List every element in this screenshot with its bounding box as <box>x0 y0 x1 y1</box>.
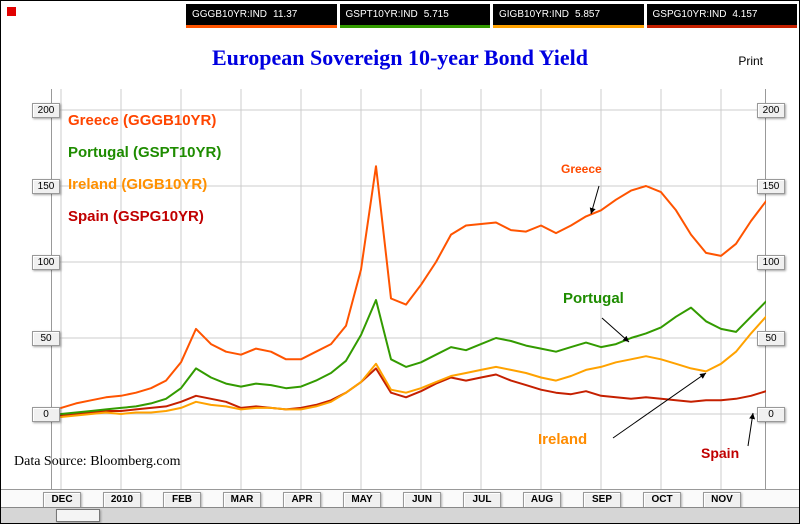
legend-item-ireland[interactable]: GIGB10YR:IND 5.857 <box>493 4 644 28</box>
plot-legend: Greece (GGGB10YR) Portugal (GSPT10YR) Irel… <box>68 111 221 239</box>
annotation-label-greece: Greece <box>561 162 602 176</box>
x-axis-label-oct: OCT <box>643 492 681 508</box>
annotation-label-spain: Spain <box>701 445 740 461</box>
legend-item-greece[interactable]: GGGB10YR:IND 11.37 <box>186 4 337 28</box>
x-axis-label-nov: NOV <box>703 492 741 508</box>
y-axis-label-right-200: 200 <box>757 103 785 118</box>
legend-item-portugal[interactable]: GSPT10YR:IND 5.715 <box>339 4 490 28</box>
annotation-arrow-ireland <box>612 372 707 439</box>
x-axis-label-may: MAY <box>343 492 381 508</box>
legend-item-ticker: GGGB10YR:IND <box>192 9 268 20</box>
x-axis: DEC 2010 FEB MAR APR MAY JUN JUL AUG SEP OCT NOV <box>1 489 799 509</box>
source-note: Data Source: Bloomberg.com <box>14 454 181 469</box>
legend-item-ticker: GIGB10YR:IND <box>499 9 570 20</box>
series-line-spain <box>60 367 766 417</box>
y-axis-label-right-50: 50 <box>757 331 785 346</box>
y-axis-label-left-150: 150 <box>32 179 60 194</box>
y-axis-label-left-200: 200 <box>32 103 60 118</box>
y-axis-label-left-100: 100 <box>32 255 60 270</box>
x-axis-label-aug: AUG <box>523 492 561 508</box>
annotation-label-ireland: Ireland <box>538 431 588 448</box>
plot-legend-greece: Greece (GGGB10YR) <box>68 112 217 129</box>
plot-legend-portugal: Portugal (GSPT10YR) <box>68 144 222 161</box>
series-line-portugal <box>60 299 766 415</box>
legend-item-ticker: GSPT10YR:IND <box>345 9 418 20</box>
y-axis-label-left-0: 0 <box>32 407 60 422</box>
legend-item-value: 5.715 <box>423 9 449 20</box>
x-axis-label-jun: JUN <box>403 492 441 508</box>
chart-title: European Sovereign 10-year Bond Yield <box>211 45 589 70</box>
x-axis-label-apr: APR <box>283 492 321 508</box>
record-marker-icon <box>7 7 16 16</box>
annotation-arrow-portugal <box>601 317 630 343</box>
legend-item-ticker: GSPG10YR:IND <box>652 9 727 20</box>
series-line-ireland <box>60 315 766 418</box>
x-axis-label-jul: JUL <box>463 492 501 508</box>
legend-item-value: 4.157 <box>732 9 758 20</box>
legend-item-value: 5.857 <box>575 9 601 20</box>
y-axis-label-right-150: 150 <box>757 179 785 194</box>
x-axis-label-mar: MAR <box>223 492 261 508</box>
annotation-arrow-greece <box>589 185 600 215</box>
legend-item-spain[interactable]: GSPG10YR:IND 4.157 <box>646 4 797 28</box>
x-axis-label-2010: 2010 <box>103 492 141 508</box>
print-button[interactable]: Print <box>738 54 763 68</box>
annotation-arrow-spain <box>747 412 756 447</box>
y-axis-label-right-100: 100 <box>757 255 785 270</box>
scrollbar-thumb[interactable] <box>56 509 100 522</box>
x-axis-label-sep: SEP <box>583 492 621 508</box>
y-axis-label-right-0: 0 <box>757 407 785 422</box>
x-axis-label-feb: FEB <box>163 492 201 508</box>
chart-plot-area <box>51 89 766 489</box>
plot-legend-ireland: Ireland (GIGB10YR) <box>68 176 208 193</box>
top-legend-bar: GGGB10YR:IND 11.37 GSPT10YR:IND 5.715 GIGB10… <box>186 4 797 28</box>
x-axis-label-dec: DEC <box>43 492 81 508</box>
plot-legend-spain: Spain (GSPG10YR) <box>68 208 204 225</box>
y-axis-label-left-50: 50 <box>32 331 60 346</box>
annotation-label-portugal: Portugal <box>563 290 624 307</box>
series-line-greece <box>60 165 766 409</box>
horizontal-scrollbar[interactable] <box>1 507 799 523</box>
legend-item-value: 11.37 <box>273 9 298 20</box>
